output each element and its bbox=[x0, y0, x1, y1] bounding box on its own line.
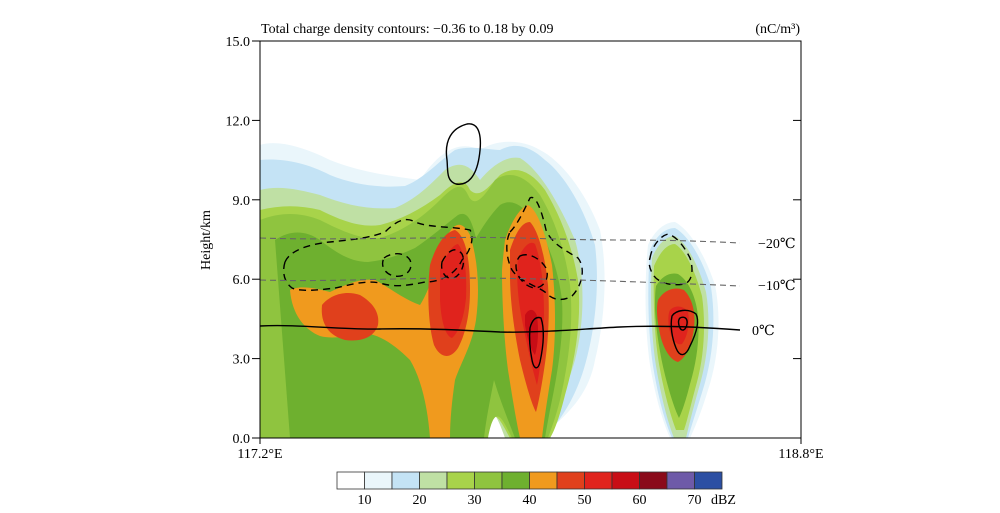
y-tick-label: 12.0 bbox=[226, 114, 251, 129]
positive-charge-contour bbox=[445, 123, 482, 185]
colorbar-swatch bbox=[501, 471, 530, 490]
y-tick-label: 0.0 bbox=[233, 432, 251, 447]
plot-frame bbox=[259, 40, 802, 439]
negative-charge-contour bbox=[440, 249, 465, 279]
colorbar-swatch bbox=[391, 471, 420, 490]
colorbar-swatch bbox=[556, 471, 585, 490]
colorbar-tick-label: 10 bbox=[358, 493, 372, 508]
colorbar-swatch bbox=[419, 471, 448, 490]
colorbar-tick-label: 50 bbox=[578, 493, 592, 508]
y-tick-label: 9.0 bbox=[233, 194, 251, 209]
field-55dbz-region-cell2 bbox=[440, 244, 467, 338]
negative-charge-contour bbox=[283, 218, 473, 291]
right-axis-ticks bbox=[793, 40, 801, 439]
colorbar-swatch bbox=[446, 471, 475, 490]
y-tick-label: 15.0 bbox=[226, 35, 251, 50]
negative-charge-contour bbox=[648, 233, 693, 286]
x-axis: 117.2°E 118.8°E bbox=[237, 438, 824, 462]
colorbar-tick-label: 60 bbox=[633, 493, 647, 508]
isotherm-line-minus10 bbox=[259, 277, 741, 287]
isotherm-label-minus10: −10℃ bbox=[758, 279, 796, 294]
colorbar-swatch bbox=[639, 471, 668, 490]
negative-charge-contour bbox=[506, 196, 583, 301]
field-45dbz-region-cell2 bbox=[290, 224, 478, 438]
colorbar-swatch bbox=[336, 471, 365, 490]
positive-charge-contour bbox=[528, 316, 544, 369]
x-tick-label: 117.2°E bbox=[237, 447, 282, 462]
isotherm-line-0 bbox=[259, 324, 741, 333]
negative-charge-contour bbox=[381, 253, 412, 277]
colorbar-swatch bbox=[694, 471, 723, 490]
reflectivity-field bbox=[260, 141, 719, 438]
colorbar-swatch bbox=[364, 471, 393, 490]
charge-density-contours bbox=[283, 123, 699, 369]
colorbar-tick-label: 70 bbox=[688, 493, 702, 508]
isotherm-line-minus20 bbox=[259, 236, 741, 244]
y-axis-label: Height/km bbox=[199, 210, 214, 270]
isotherm-label-minus20: −20℃ bbox=[758, 237, 796, 252]
colorbar-swatch bbox=[474, 471, 503, 490]
positive-charge-contour bbox=[677, 316, 688, 331]
colorbar: 10 20 30 40 50 60 70 bbox=[336, 471, 723, 508]
colorbar-swatch bbox=[666, 471, 695, 490]
colorbar-swatch bbox=[584, 471, 613, 490]
y-axis: 0.0 3.0 6.0 9.0 12.0 15.0 bbox=[226, 35, 260, 447]
colorbar-unit: dBZ bbox=[711, 493, 736, 508]
x-tick-label: 118.8°E bbox=[778, 447, 823, 462]
isotherm-label-0: 0℃ bbox=[752, 324, 775, 339]
colorbar-swatch bbox=[611, 471, 640, 490]
colorbar-tick-label: 30 bbox=[468, 493, 482, 508]
positive-charge-contour bbox=[670, 309, 699, 356]
colorbar-tick-label: 40 bbox=[523, 493, 537, 508]
colorbar-swatch bbox=[529, 471, 558, 490]
y-tick-label: 6.0 bbox=[233, 273, 251, 288]
chart-title: Total charge density contours: −0.36 to … bbox=[261, 22, 553, 37]
y-tick-label: 3.0 bbox=[233, 353, 251, 368]
isotherm-lines: −20℃ −10℃ 0℃ bbox=[259, 236, 796, 339]
units-label: (nC/m³) bbox=[755, 22, 800, 37]
colorbar-tick-label: 20 bbox=[413, 493, 427, 508]
